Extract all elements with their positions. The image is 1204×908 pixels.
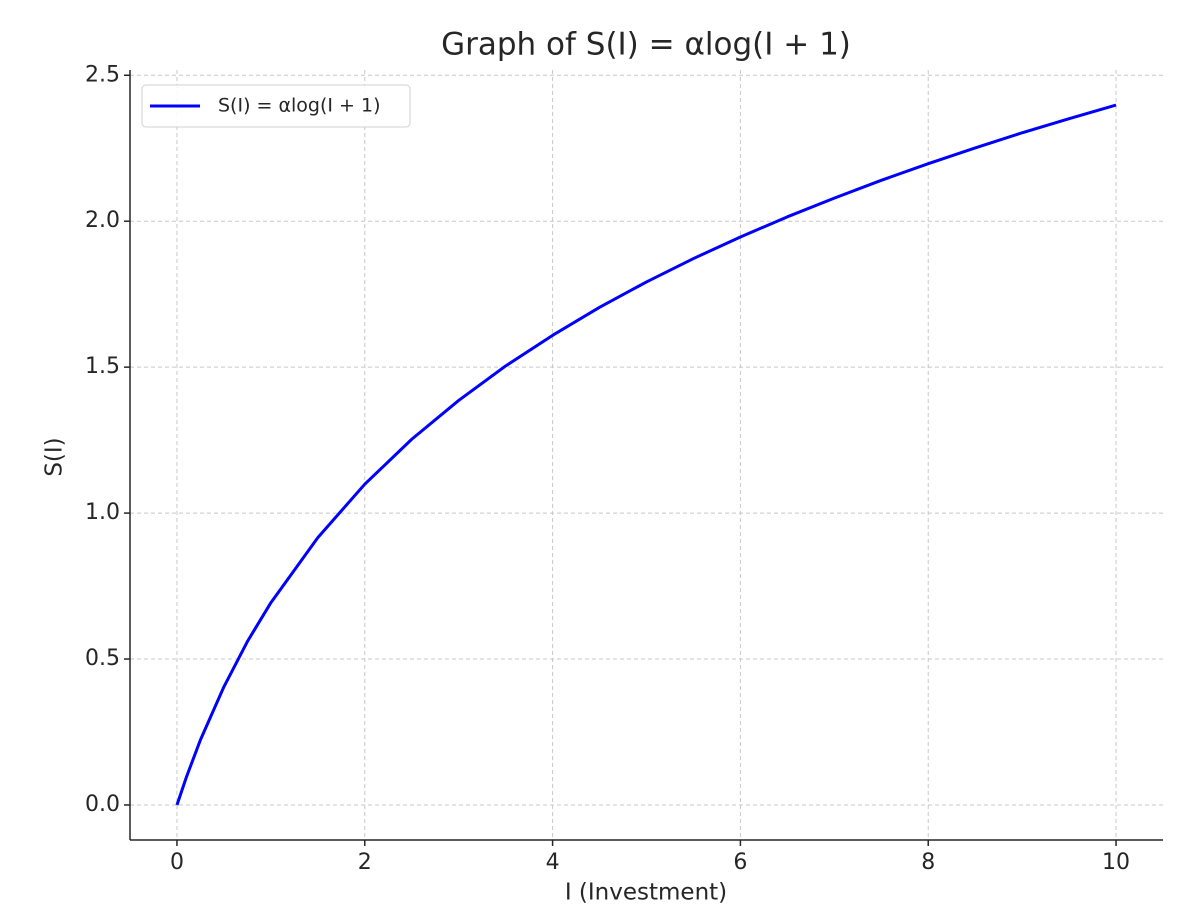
legend-label: S(I) = αlog(I + 1) [218, 95, 381, 117]
y-tick-label: 0.5 [85, 646, 120, 671]
legend-box [141, 84, 411, 128]
y-tick-label: 1.0 [85, 500, 120, 525]
y-axis-label: S(I) [42, 437, 68, 476]
line-series [175, 103, 1117, 806]
y-tick-label: 2.5 [85, 62, 120, 87]
chart-title: Graph of S(I) = αlog(I + 1) [441, 27, 851, 63]
x-axis-label: I (Investment) [565, 880, 727, 906]
x-tick-label: 10 [1102, 850, 1130, 875]
y-tick-label: 1.5 [85, 354, 120, 379]
y-tick-label: 0.0 [85, 792, 120, 817]
x-tick-label: 6 [733, 850, 747, 875]
x-tick-label: 2 [358, 850, 372, 875]
x-tick-label: 4 [546, 850, 560, 875]
x-tick-label: 8 [921, 850, 935, 875]
y-tick-label: 2.0 [85, 208, 120, 233]
x-tick-label: 0 [170, 850, 184, 875]
